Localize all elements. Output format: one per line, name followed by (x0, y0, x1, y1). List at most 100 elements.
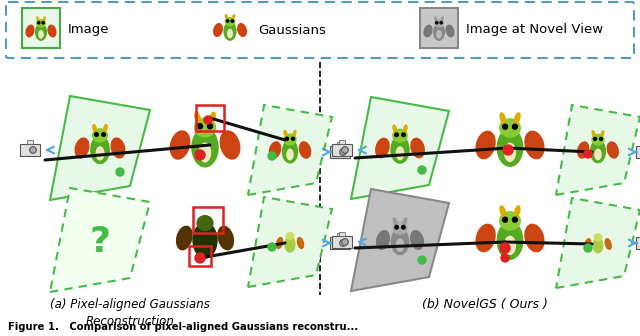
Bar (339, 140, 345, 144)
Ellipse shape (47, 25, 56, 38)
Circle shape (395, 133, 398, 136)
Circle shape (268, 152, 276, 160)
Circle shape (102, 133, 106, 136)
Circle shape (291, 137, 294, 140)
Ellipse shape (284, 236, 296, 253)
Ellipse shape (390, 136, 410, 164)
Circle shape (342, 146, 348, 153)
Ellipse shape (593, 233, 602, 241)
Ellipse shape (434, 19, 444, 28)
Circle shape (342, 239, 348, 245)
Ellipse shape (217, 225, 234, 250)
Bar (189, 246, 211, 266)
Ellipse shape (223, 22, 237, 41)
Ellipse shape (232, 14, 236, 20)
Circle shape (95, 133, 98, 136)
Circle shape (593, 137, 596, 140)
Circle shape (402, 133, 405, 136)
Polygon shape (556, 198, 640, 288)
Text: Image at Novel View: Image at Novel View (466, 24, 603, 37)
Ellipse shape (36, 16, 39, 22)
Bar (20, 144, 40, 156)
Circle shape (227, 20, 229, 22)
Ellipse shape (92, 128, 108, 142)
Bar (27, 140, 33, 144)
Ellipse shape (282, 139, 298, 164)
Ellipse shape (591, 130, 596, 137)
Ellipse shape (269, 141, 281, 159)
Ellipse shape (607, 141, 619, 159)
Bar (337, 142, 343, 146)
Bar (332, 144, 351, 156)
Ellipse shape (476, 224, 496, 252)
Ellipse shape (286, 149, 294, 161)
Ellipse shape (476, 131, 496, 159)
Ellipse shape (445, 25, 454, 38)
Ellipse shape (504, 236, 516, 255)
Text: (b) NovelGS ( Ours ): (b) NovelGS ( Ours ) (422, 298, 548, 311)
Ellipse shape (584, 238, 591, 250)
Circle shape (42, 22, 44, 24)
Ellipse shape (593, 237, 604, 254)
Circle shape (285, 137, 289, 140)
Text: Figure 1.   Comparison of pixel-aligned Gaussians reconstru...: Figure 1. Comparison of pixel-aligned Ga… (8, 322, 358, 332)
Ellipse shape (514, 205, 521, 217)
Circle shape (500, 243, 510, 253)
Circle shape (198, 124, 202, 129)
Ellipse shape (111, 137, 125, 159)
Ellipse shape (499, 205, 506, 217)
Ellipse shape (35, 23, 47, 41)
FancyBboxPatch shape (6, 2, 634, 58)
Bar (196, 105, 224, 131)
Ellipse shape (410, 138, 425, 158)
Circle shape (204, 116, 212, 124)
Circle shape (395, 225, 398, 229)
Bar (330, 146, 349, 158)
Bar (636, 237, 640, 249)
Ellipse shape (227, 29, 233, 38)
Polygon shape (351, 189, 449, 291)
Ellipse shape (392, 217, 397, 225)
Ellipse shape (176, 225, 193, 250)
Ellipse shape (26, 25, 35, 38)
Ellipse shape (103, 124, 108, 133)
Ellipse shape (524, 131, 545, 159)
Ellipse shape (392, 124, 397, 133)
Ellipse shape (194, 118, 216, 137)
Ellipse shape (433, 23, 445, 41)
Circle shape (29, 146, 36, 153)
Ellipse shape (292, 130, 296, 137)
Bar (332, 236, 351, 248)
Ellipse shape (284, 130, 287, 137)
Ellipse shape (590, 140, 606, 163)
Circle shape (502, 124, 508, 129)
Bar (193, 207, 223, 233)
Ellipse shape (90, 135, 110, 164)
Ellipse shape (392, 129, 408, 143)
Ellipse shape (194, 112, 201, 124)
Ellipse shape (436, 30, 442, 39)
Bar (330, 237, 349, 249)
Ellipse shape (199, 142, 211, 163)
Ellipse shape (220, 130, 241, 160)
Circle shape (501, 254, 509, 262)
Ellipse shape (410, 230, 424, 250)
Ellipse shape (595, 149, 602, 160)
Circle shape (418, 256, 426, 264)
Ellipse shape (499, 118, 521, 138)
Circle shape (207, 124, 212, 129)
Bar (339, 233, 345, 236)
Bar (22, 8, 60, 48)
Circle shape (502, 217, 508, 222)
Ellipse shape (504, 142, 516, 162)
Ellipse shape (390, 228, 410, 255)
Text: (a) Pixel-aligned Gaussians
Reconstruction: (a) Pixel-aligned Gaussians Reconstructi… (50, 298, 210, 328)
Polygon shape (50, 188, 150, 292)
Ellipse shape (297, 237, 304, 249)
Ellipse shape (591, 134, 605, 145)
Ellipse shape (497, 128, 524, 167)
Ellipse shape (499, 211, 521, 231)
Polygon shape (248, 105, 332, 195)
Ellipse shape (299, 141, 311, 159)
Bar (337, 234, 343, 237)
